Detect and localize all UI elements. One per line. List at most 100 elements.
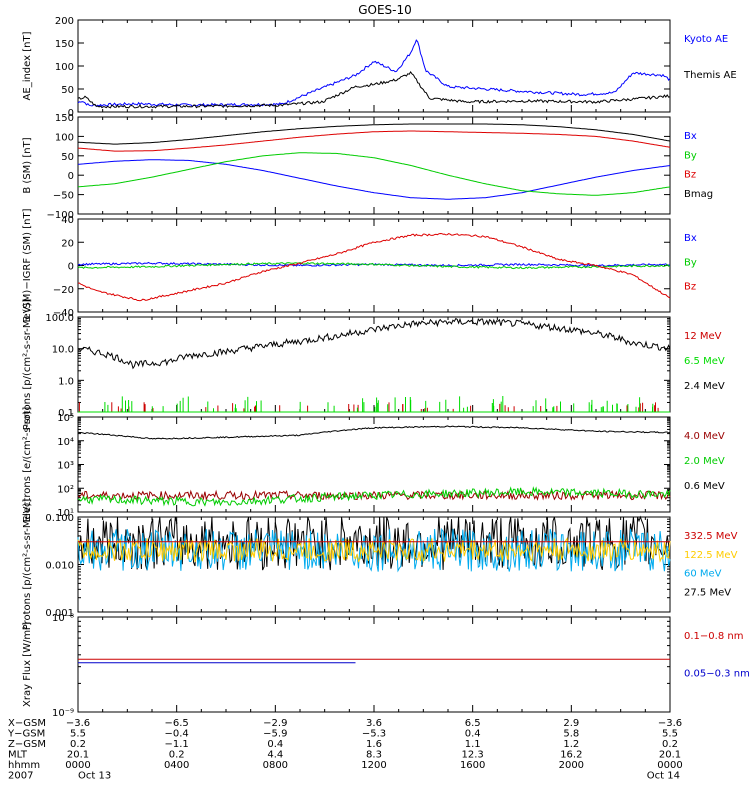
legend-entry: Kyoto AE: [684, 34, 728, 45]
x-axis-value: 2000: [559, 760, 584, 771]
x-axis-value: −6.5: [165, 718, 189, 729]
x-axis-value: −5.9: [263, 729, 287, 740]
x-axis-value: 3.6: [366, 718, 382, 729]
series-line: [77, 317, 671, 370]
y-tick-label: 100: [55, 132, 74, 143]
x-row-label: MLT: [8, 750, 28, 761]
x-axis-value: 0.2: [169, 750, 185, 761]
x-axis-value: 1.6: [366, 739, 382, 750]
series-line: [77, 515, 671, 571]
y-axis-label: Electrons [e/(cm²-s-sr)]: [22, 407, 33, 523]
y-axis-label: B (SM) [nT]: [22, 137, 33, 193]
y-axis-label: B (SM)−IGRF (SM) [nT]: [22, 208, 33, 322]
y-tick-label: 10.0: [52, 345, 74, 356]
x-axis-value: 0.4: [465, 729, 481, 740]
x-row-label: Z−GSM: [8, 739, 46, 750]
x-row-label: 2007: [8, 771, 33, 782]
series-line: [77, 123, 671, 145]
y-tick-label: 100: [55, 62, 74, 73]
y-axis-label: Protons [p/(cm²-s-sr-MeV)]: [22, 299, 33, 431]
x-axis-value: 16.2: [560, 750, 582, 761]
electrons-panel: 10¹ 10² 10³ 10⁴ 10⁵ Electrons [e/(cm²-s-sr)] 4…: [22, 407, 725, 523]
x-axis-value: −3.6: [66, 718, 90, 729]
y-tick-label: 10²: [57, 484, 74, 495]
y-tick-label: −50: [53, 191, 74, 202]
legend-entry: 0.1−0.8 nm: [684, 631, 743, 642]
series-line: [77, 39, 671, 108]
y-axis-label: Xray Flux [W/m²]: [22, 622, 33, 707]
y-tick-label: 10⁻⁹: [52, 708, 74, 719]
series-line: [77, 527, 671, 573]
x-axis-value: 0800: [263, 760, 288, 771]
y-tick-label: 0.1: [58, 408, 74, 419]
x-axis-table: X−GSMY−GSMZ−GSMMLThhmm2007−3.65.50.220.1…: [7, 718, 683, 782]
x-axis-value: −0.4: [165, 729, 189, 740]
x-axis-value: 0000: [65, 760, 90, 771]
y-axis-label: Protons [p/(cm²-s-sr-MeV)]: [22, 499, 33, 631]
series-line: [77, 537, 671, 563]
y-tick-label: 200: [55, 16, 74, 27]
legend-entry: 2.4 MeV: [684, 381, 725, 392]
y-tick-label: −100: [47, 210, 74, 221]
y-tick-label: 10³: [57, 461, 74, 472]
x-axis-value: 1600: [460, 760, 485, 771]
x-axis-value: 0400: [164, 760, 189, 771]
protons-high-panel: 0.001 0.010 0.100 Protons [p/(cm²-s-sr-MeV)…: [22, 499, 738, 631]
y-tick-label: 10¹: [57, 508, 74, 519]
x-axis-value: 2.9: [563, 718, 579, 729]
y-tick-label: 0.010: [45, 561, 74, 572]
legend-entry: By: [684, 257, 697, 268]
y-tick-label: 50: [61, 152, 74, 163]
series-line: [77, 152, 671, 196]
y-tick-label: 0: [68, 108, 74, 119]
x-axis-value: 12.3: [462, 750, 484, 761]
x-row-label: X−GSM: [8, 718, 46, 729]
x-axis-value: 1200: [361, 760, 386, 771]
y-tick-label: 0: [68, 262, 74, 273]
series-line: [77, 486, 671, 507]
x-row-label: Y−GSM: [7, 729, 45, 740]
legend-entry: 0.6 MeV: [684, 481, 725, 492]
series-line: [77, 232, 671, 302]
y-tick-label: −40: [53, 308, 74, 319]
series-line: [78, 396, 670, 413]
panel-frame: [77, 416, 671, 513]
legend-entry: 0.05−0.3 nm: [684, 669, 750, 680]
x-axis-value: 0.4: [267, 739, 283, 750]
series-line: [77, 425, 671, 440]
legend-entry: 60 MeV: [684, 569, 722, 580]
y-tick-label: −20: [53, 285, 74, 296]
x-axis-value: 6.5: [465, 718, 481, 729]
series-line: [77, 159, 671, 200]
x-axis-value: 0.2: [70, 739, 86, 750]
y-tick-label: 150: [55, 113, 74, 124]
series-line: [77, 130, 671, 152]
x-axis-value: −1.1: [165, 739, 189, 750]
y-tick-label: 10⁴: [57, 437, 74, 448]
x-axis-value: 1.1: [465, 739, 481, 750]
y-tick-label: 150: [55, 39, 74, 50]
legend-entry: 122.5 MeV: [684, 550, 738, 561]
x-axis-value: 5.8: [563, 729, 579, 740]
y-tick-label: 10⁵: [57, 413, 74, 424]
y-tick-label: 40: [61, 215, 74, 226]
ae-index-panel: 0 50 100 150 200 AE_index [nT] Kyoto AE Themis …: [22, 16, 737, 119]
x-axis-value: −3.6: [658, 718, 682, 729]
x-axis-value: Oct 13: [78, 771, 111, 782]
x-row-label: hhmm: [8, 760, 40, 771]
legend-entry: 332.5 MeV: [684, 531, 738, 542]
legend-entry: 2.0 MeV: [684, 456, 725, 467]
panel-frame: [77, 19, 671, 113]
legend-entry: Themis AE: [683, 70, 737, 81]
x-axis-value: −5.3: [362, 729, 386, 740]
x-axis-value: 0.2: [662, 739, 678, 750]
y-tick-label: 100.0: [45, 313, 74, 324]
x-axis-value: 20.1: [67, 750, 89, 761]
x-axis-value: 20.1: [659, 750, 681, 761]
x-axis-value: 5.5: [70, 729, 86, 740]
xray-flux-panel: 10⁻⁹ 10⁻⁸ Xray Flux [W/m²] 0.1−0.8 nm 0.05−0…: [22, 613, 750, 719]
y-tick-label: 10⁻⁸: [52, 613, 74, 624]
legend-entry: By: [684, 150, 697, 161]
